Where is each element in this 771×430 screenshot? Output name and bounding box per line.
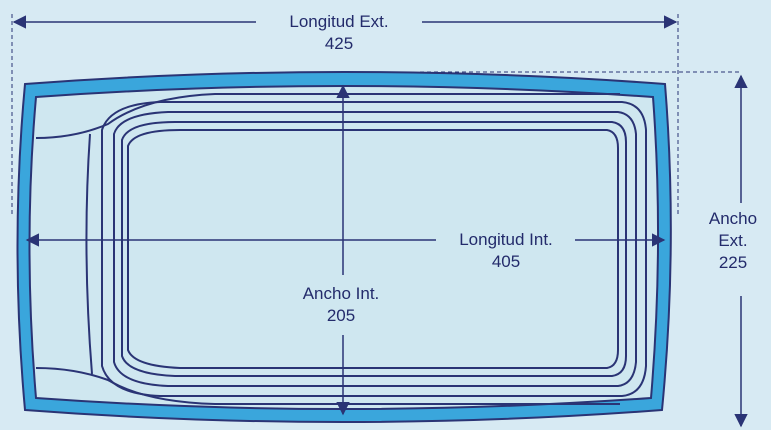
- dimension-lines: [12, 15, 748, 428]
- pool-inner-basin: [28, 85, 660, 410]
- interior-width-label: Ancho Int. 205: [276, 283, 406, 327]
- interior-width-name: Ancho Int.: [302, 284, 380, 303]
- exterior-width-name-line2: Ext.: [718, 231, 748, 250]
- interior-length-value: 405: [491, 252, 521, 271]
- exterior-width-value: 225: [718, 253, 748, 272]
- exterior-width-name-line1: Ancho: [708, 209, 758, 228]
- exterior-length-label: Longitud Ext. 425: [264, 11, 414, 55]
- interior-length-label: Longitud Int. 405: [438, 229, 574, 273]
- exterior-length-value: 425: [324, 34, 354, 53]
- pool-tier-lines: [101, 101, 647, 397]
- interior-width-value: 205: [326, 306, 356, 325]
- exterior-width-label: Ancho Ext. 225: [698, 208, 768, 274]
- interior-length-name: Longitud Int.: [459, 230, 553, 249]
- exterior-length-name: Longitud Ext.: [289, 12, 389, 31]
- extension-lines: [11, 14, 742, 215]
